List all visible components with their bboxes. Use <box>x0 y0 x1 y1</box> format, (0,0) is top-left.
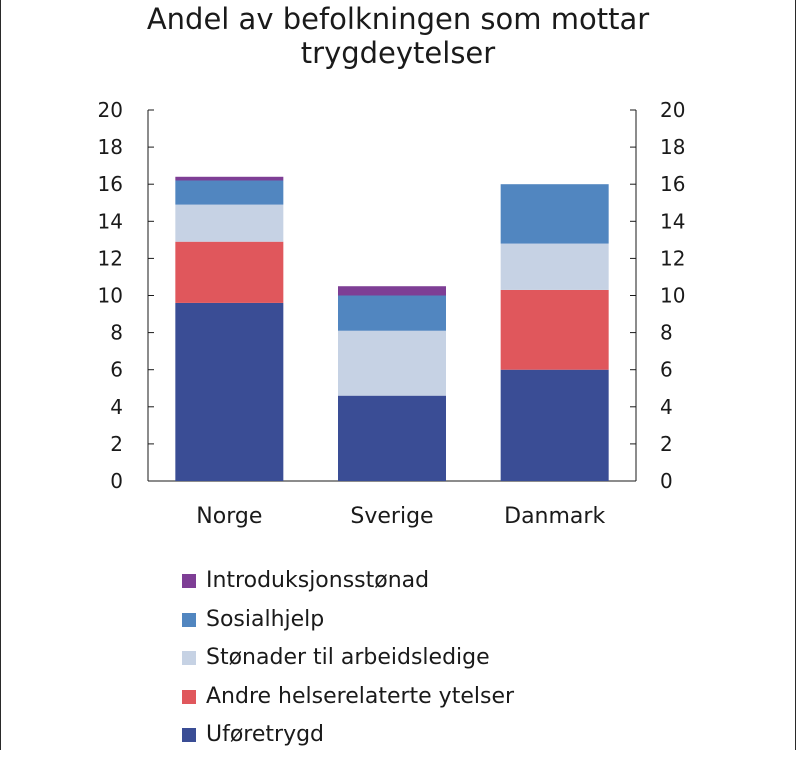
y-tick-label-left: 4 <box>110 395 123 419</box>
bar-segment <box>175 204 284 242</box>
x-category-label: Norge <box>196 504 262 529</box>
bar-segment <box>338 286 446 296</box>
legend-swatch <box>182 651 196 665</box>
y-tick-label-right: 4 <box>660 395 673 419</box>
bar-segment <box>338 330 446 396</box>
bar-segment <box>175 180 284 205</box>
y-tick-label-right: 0 <box>660 469 673 493</box>
y-tick-label-left: 14 <box>98 209 123 233</box>
legend-label: Andre helserelaterte ytelser <box>206 683 515 709</box>
y-tick-label-left: 2 <box>110 432 123 456</box>
bar-segment <box>175 241 284 303</box>
legend-swatch <box>182 728 196 742</box>
legend-label: Stønader til arbeidsledige <box>206 645 490 670</box>
bar-segment <box>175 302 284 481</box>
x-category-label: Sverige <box>350 504 433 529</box>
y-tick-label-right: 6 <box>660 358 673 382</box>
y-tick-label-right: 2 <box>660 432 673 456</box>
bar-segment <box>500 369 609 481</box>
y-tick-label-left: 10 <box>98 284 123 308</box>
bar-segment <box>338 295 446 331</box>
bar-segment <box>175 176 284 181</box>
bar-segment <box>500 243 609 290</box>
y-tick-label-left: 18 <box>98 135 123 159</box>
y-tick-label-right: 8 <box>660 321 673 345</box>
y-tick-label-right: 20 <box>660 98 685 122</box>
y-tick-label-right: 10 <box>660 284 685 308</box>
chart-title: Andel av befolkningen som mottar trygdey… <box>0 2 796 70</box>
y-tick-label-left: 0 <box>110 469 123 493</box>
chart-title-line-1: Andel av befolkningen som mottar <box>146 2 650 36</box>
legend-swatch <box>182 574 196 588</box>
y-tick-label-right: 12 <box>660 246 685 270</box>
x-category-label: Danmark <box>504 504 605 529</box>
y-tick-label-right: 14 <box>660 209 685 233</box>
chart-title-line-2: trygdeytelser <box>300 36 496 70</box>
y-tick-label-right: 18 <box>660 135 685 159</box>
legend-swatch <box>182 689 196 704</box>
y-tick-label-left: 16 <box>98 172 123 196</box>
bar-segment <box>500 289 609 370</box>
legend-swatch <box>182 612 196 627</box>
y-tick-label-left: 12 <box>98 246 123 270</box>
y-tick-label-left: 6 <box>110 358 123 382</box>
bar-segment <box>338 395 446 481</box>
bar-segment <box>500 184 609 244</box>
y-tick-label-left: 20 <box>98 98 123 122</box>
legend-label: Sosialhjelp <box>206 606 325 632</box>
y-tick-label-left: 8 <box>110 321 123 345</box>
y-tick-label-right: 16 <box>660 172 685 196</box>
legend-label: Introduksjonsstønad <box>206 568 430 593</box>
legend-label: Uføretrygd <box>206 722 325 747</box>
chart-plot-area: 0 0 2 2 4 4 6 6 8 8 10 10 12 12 14 14 16 16 18 18 20 20 Norge S… <box>98 98 686 529</box>
